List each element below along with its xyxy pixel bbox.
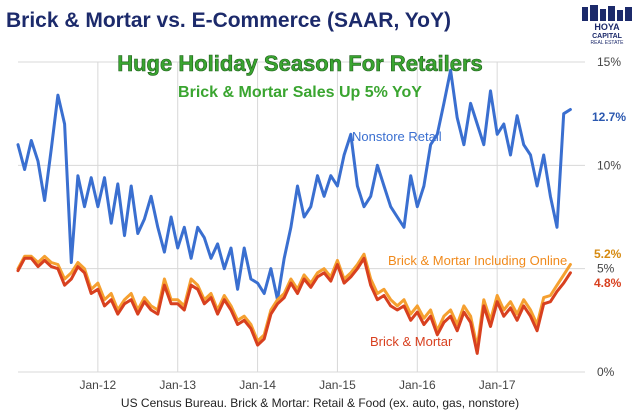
y-tick-label: 10%: [597, 158, 621, 172]
series-label-nonstore: Nonstore Retail: [352, 129, 442, 144]
end-label-brick-mortar: 4.8%: [594, 276, 622, 290]
y-axis-ticks: 0% 5% 10% 15%: [597, 55, 621, 379]
end-label-nonstore: 12.7%: [592, 110, 626, 124]
logo-line1: HOYA: [594, 22, 620, 32]
logo-line3: REAL ESTATE: [591, 40, 625, 46]
building-skyline-icon: [582, 5, 632, 21]
chart-title: Brick & Mortar vs. E-Commerce (SAAR, YoY…: [6, 9, 451, 32]
x-tick-label: Jan-17: [479, 378, 516, 392]
logo-line2: CAPITAL: [592, 33, 623, 40]
x-tick-label: Jan-14: [239, 378, 276, 392]
hoya-capital-logo: HOYA CAPITAL REAL ESTATE: [578, 4, 636, 46]
x-tick-label: Jan-16: [399, 378, 436, 392]
source-note: US Census Bureau. Brick & Mortar: Retail…: [121, 396, 519, 410]
headline: Huge Holiday Season For Retailers: [117, 51, 483, 76]
series-line-0: [16, 68, 572, 302]
series-line-2: [16, 256, 572, 355]
y-tick-label: 0%: [597, 365, 615, 379]
x-tick-label: Jan-15: [319, 378, 356, 392]
logo-graphic: HOYA CAPITAL REAL ESTATE: [578, 4, 636, 46]
series-lines: [16, 68, 572, 355]
end-label-brick-mortar-online: 5.2%: [594, 247, 622, 261]
y-tick-label: 5%: [597, 262, 615, 276]
series-label-brick-mortar: Brick & Mortar: [370, 334, 453, 349]
x-axis-ticks: Jan-12 Jan-13 Jan-14 Jan-15 Jan-16 Jan-17: [80, 378, 516, 392]
x-tick-label: Jan-13: [159, 378, 196, 392]
series-label-brick-mortar-online: Brick & Mortar Including Online: [388, 253, 567, 268]
grid-lines: [18, 61, 585, 373]
subheadline: Brick & Mortar Sales Up 5% YoY: [178, 84, 422, 101]
y-tick-label: 15%: [597, 55, 621, 69]
x-tick-label: Jan-12: [80, 378, 117, 392]
